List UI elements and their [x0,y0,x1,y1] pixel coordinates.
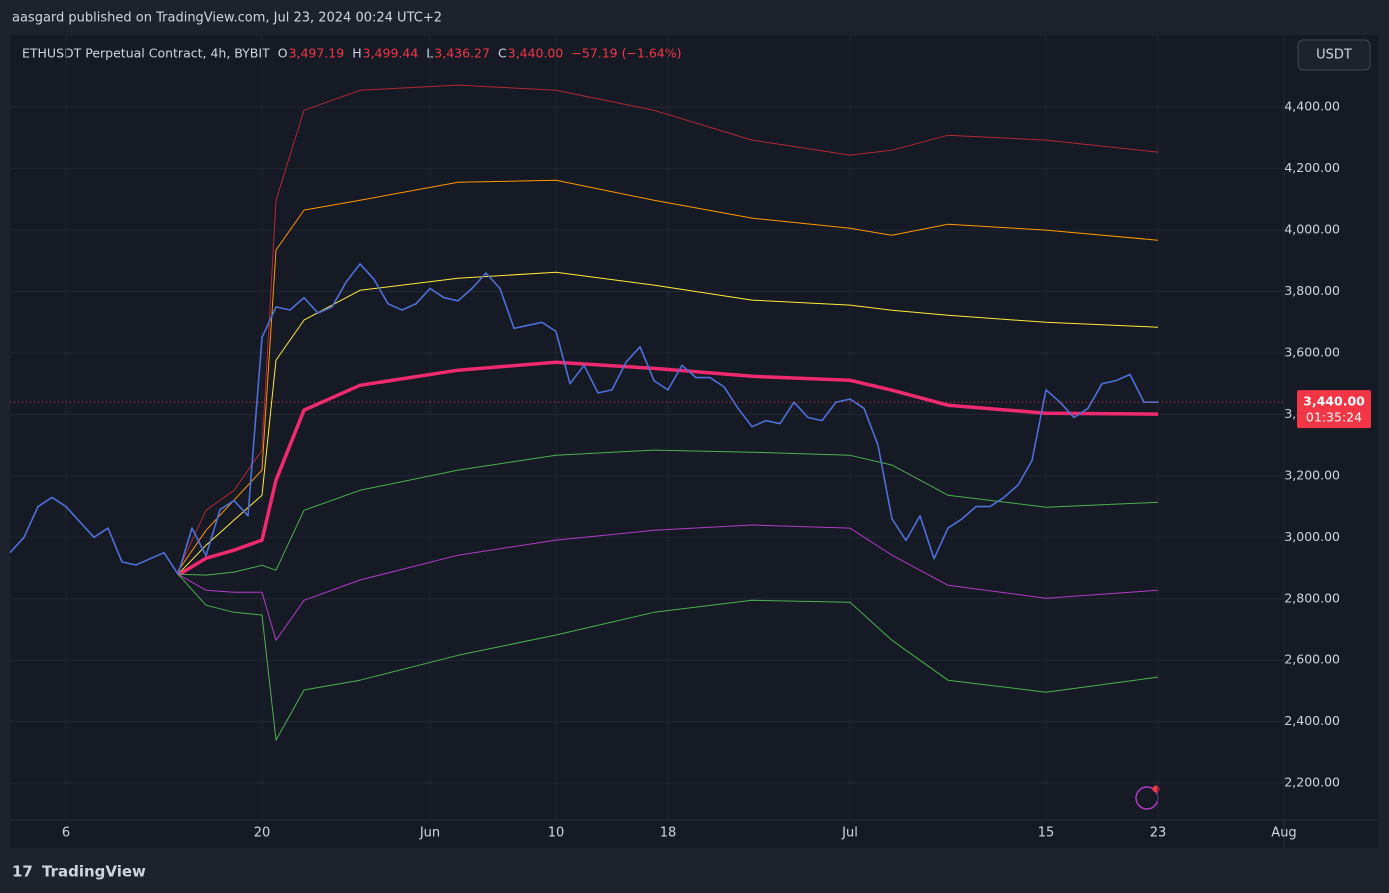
y-tick-label: 4,200.00 [1284,160,1340,175]
band-line [177,573,1159,741]
y-tick-label: 2,800.00 [1284,590,1340,605]
price-line [9,263,1158,575]
currency[interactable]: USDT [1316,48,1352,63]
x-tick-label: Aug [1271,826,1296,841]
footer: TradingView [42,863,146,881]
y-tick-label: 3,600.00 [1284,344,1340,359]
x-tick-label: 23 [1150,826,1167,841]
x-tick-label: 20 [254,826,271,841]
ohlc-value: 3,440.00 [508,46,564,61]
ohlc-value: 3,436.27 [434,46,490,61]
ohlc-key: O [278,46,288,61]
y-tick-label: 2,200.00 [1284,775,1340,790]
ohlc-key: C [498,46,507,61]
currency-button[interactable] [1297,39,1371,71]
band-line [177,360,1159,577]
y-tick-label: 3,200.00 [1284,467,1340,482]
last-price-box [1297,390,1371,429]
chart-title: ETHUSDT Perpetual Contract, 4h, BYBIT [22,46,270,61]
y-tick-label: 2,400.00 [1284,713,1340,728]
legend: ETHUSDT Perpetual Contract, 4h, BYBIT O 3,… [22,46,682,61]
last-price-label: 3,440.00 [1303,394,1365,409]
band-line [177,84,1159,572]
y-tick-label: 4,400.00 [1284,99,1340,114]
band-line [177,179,1159,572]
x-tick-label: 18 [660,826,677,841]
band-line [177,524,1159,641]
countdown: 01:35:24 [1306,410,1362,425]
x-tick-label: 10 [548,826,565,841]
ohlc-key: H [352,46,361,61]
x-tick-label: 6 [62,826,70,841]
x-tick-label: Jul [841,826,858,841]
chart-pane [10,35,1378,848]
logo: 𝟭𝟳 [12,863,33,881]
price-change: −57.19 (−1.64%) [571,46,681,61]
y-tick-label: 4,000.00 [1284,222,1340,237]
x-tick-label: 15 [1038,826,1055,841]
header: aasgard published on TradingView.com, Ju… [12,11,442,26]
band-line [177,449,1159,576]
logo-mark: 𝟭𝟳 [12,863,33,881]
x-tick-label: Jun [419,826,440,841]
ohlc-value: 3,497.19 [289,46,345,61]
y-tick-label: 3,800.00 [1284,283,1340,298]
y-tick-label: 2,600.00 [1284,652,1340,667]
ohlc-value: 3,499.44 [363,46,419,61]
y-tick-label: 3,000.00 [1284,529,1340,544]
